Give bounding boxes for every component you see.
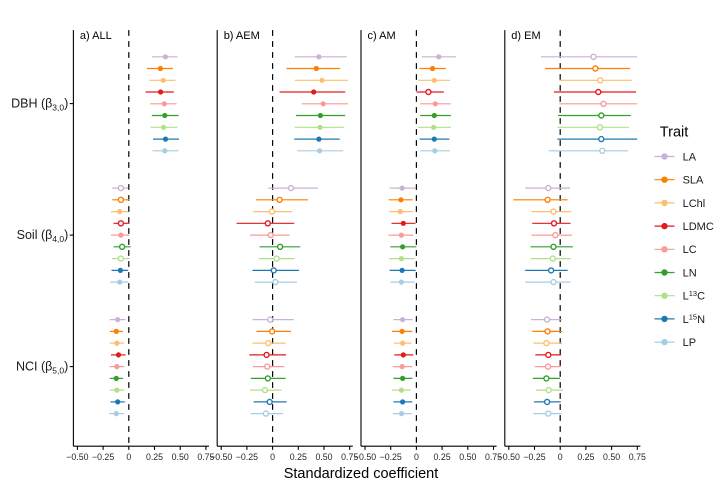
svg-text:d) EM: d) EM bbox=[511, 30, 540, 42]
svg-text:−0.25: −0.25 bbox=[523, 452, 545, 462]
svg-text:0.75: 0.75 bbox=[197, 452, 214, 462]
svg-text:0.50: 0.50 bbox=[315, 452, 332, 462]
svg-text:b) AEM: b) AEM bbox=[224, 30, 260, 42]
svg-text:0.75: 0.75 bbox=[629, 452, 646, 462]
svg-text:−0.50: −0.50 bbox=[498, 452, 520, 462]
svg-text:0.50: 0.50 bbox=[459, 452, 476, 462]
svg-text:−0.25: −0.25 bbox=[236, 452, 258, 462]
svg-text:−0.50: −0.50 bbox=[66, 452, 88, 462]
svg-text:−0.50: −0.50 bbox=[210, 452, 232, 462]
svg-text:L13C: L13C bbox=[683, 289, 705, 303]
svg-text:0: 0 bbox=[558, 452, 563, 462]
svg-text:SLA: SLA bbox=[683, 175, 704, 187]
svg-text:−0.50: −0.50 bbox=[354, 452, 376, 462]
svg-text:0.25: 0.25 bbox=[434, 452, 451, 462]
svg-text:LDMC: LDMC bbox=[683, 221, 714, 233]
svg-text:0.50: 0.50 bbox=[603, 452, 620, 462]
svg-text:Trait: Trait bbox=[660, 125, 688, 141]
svg-text:LP: LP bbox=[683, 337, 696, 349]
svg-text:LA: LA bbox=[683, 151, 697, 163]
svg-text:−0.25: −0.25 bbox=[92, 452, 114, 462]
svg-text:0: 0 bbox=[126, 452, 131, 462]
svg-text:c) AM: c) AM bbox=[368, 30, 396, 42]
svg-text:0: 0 bbox=[270, 452, 275, 462]
svg-text:LC: LC bbox=[683, 244, 697, 256]
svg-text:0.25: 0.25 bbox=[290, 452, 307, 462]
svg-text:0.25: 0.25 bbox=[577, 452, 594, 462]
svg-text:0.25: 0.25 bbox=[146, 452, 163, 462]
svg-text:LChl: LChl bbox=[683, 198, 706, 210]
svg-text:Standardized coefficient: Standardized coefficient bbox=[284, 466, 439, 482]
svg-text:−0.25: −0.25 bbox=[380, 452, 402, 462]
svg-text:0.50: 0.50 bbox=[172, 452, 189, 462]
svg-text:L15N: L15N bbox=[683, 312, 705, 326]
svg-text:0: 0 bbox=[414, 452, 419, 462]
svg-text:a) ALL: a) ALL bbox=[80, 30, 112, 42]
svg-text:0.75: 0.75 bbox=[485, 452, 502, 462]
svg-text:LN: LN bbox=[683, 267, 697, 279]
svg-text:0.75: 0.75 bbox=[341, 452, 358, 462]
